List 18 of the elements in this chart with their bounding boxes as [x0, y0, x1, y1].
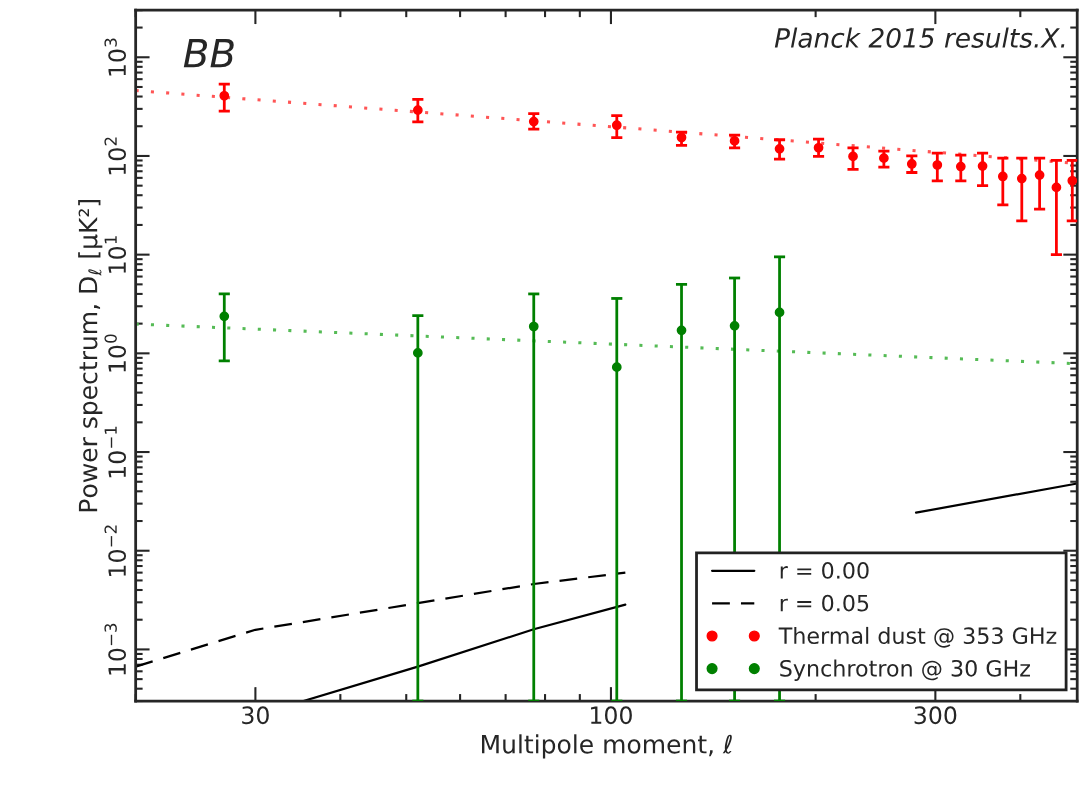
x-tick-label: 300: [914, 706, 957, 725]
x-tick-label: 30: [242, 706, 269, 725]
legend-label: r = 0.05: [780, 594, 869, 612]
y-tick-label: 10$^{0}$: [104, 334, 127, 372]
x-tick-label: 100: [591, 706, 632, 725]
annotation: BB: [183, 39, 234, 68]
y-axis-title: Power spectrum, D$_{ℓ}$ [μK²]: [78, 199, 103, 512]
legend-label: Thermal dust @ 353 GHz: [778, 626, 1057, 648]
annotation: Planck 2015 results.X.: [774, 27, 1065, 48]
y-tick-label: 10$^{2}$: [104, 137, 127, 175]
y-tick-label: 10$^{−2}$: [104, 525, 127, 576]
y-tick-label: 10$^{−3}$: [104, 623, 127, 675]
y-tick-label: 10$^{−1}$: [104, 426, 127, 478]
legend-label: Synchrotron @ 30 GHz: [780, 659, 1030, 682]
x-axis-title: Multipole moment, ℓ: [482, 734, 732, 759]
y-tick-label: 10$^{1}$: [104, 236, 127, 273]
y-tick-label: 10$^{3}$: [104, 38, 127, 76]
legend-label: r = 0.00: [780, 562, 869, 579]
